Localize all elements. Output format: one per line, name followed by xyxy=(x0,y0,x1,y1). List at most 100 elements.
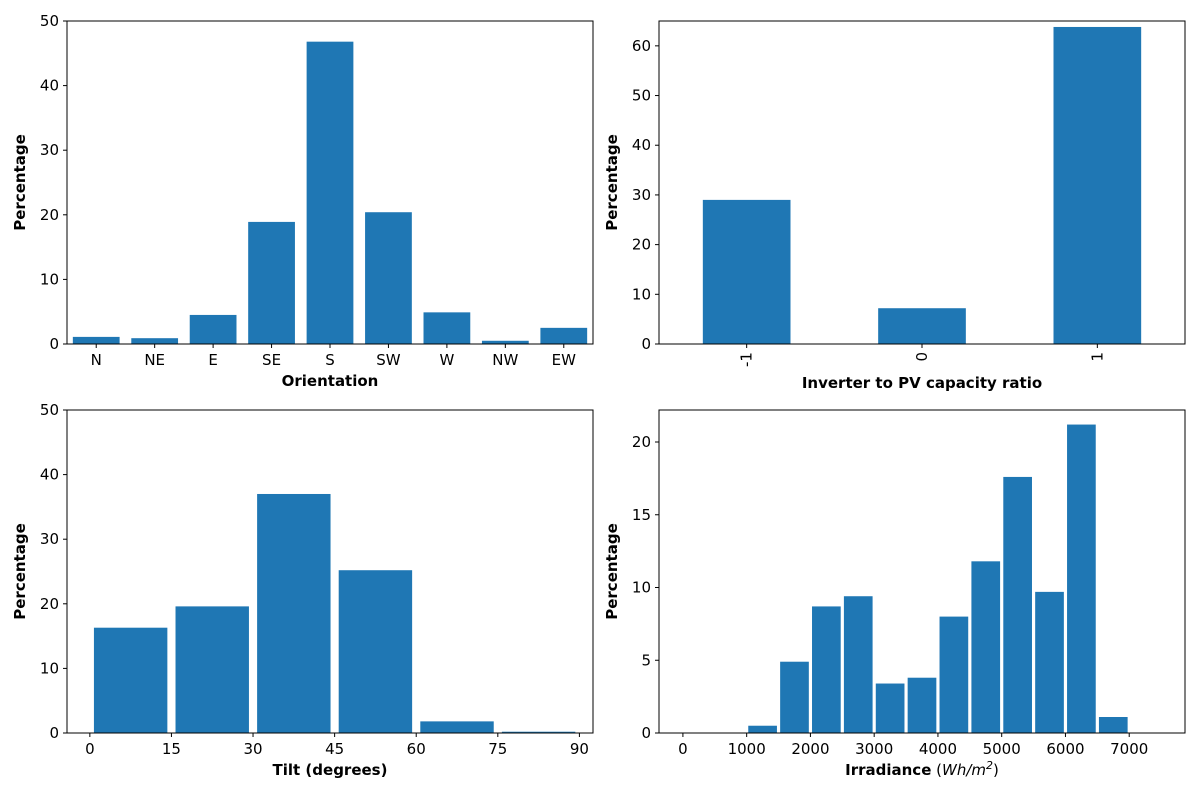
tilt-x-axis-label: Tilt (degrees) xyxy=(273,761,388,779)
orientation-x-tick-label-3: SE xyxy=(262,351,281,369)
irradiance-x-label-close-paren: ) xyxy=(993,761,999,779)
orientation-x-tick-label-2: E xyxy=(208,351,217,369)
orientation-bar-3 xyxy=(248,221,295,344)
orientation-y-tick-label-4: 40 xyxy=(40,77,59,95)
inverter-ratio-y-tick-label-0: 0 xyxy=(641,335,651,353)
orientation-y-tick-label-1: 10 xyxy=(40,270,59,288)
tilt-plot-frame xyxy=(66,409,594,734)
tilt-bar-1 xyxy=(175,606,249,733)
irradiance-y-tick-label-2: 10 xyxy=(632,579,651,597)
orientation-x-tick-label-7: NW xyxy=(492,351,518,369)
inverter-ratio-y-tick-label-4: 40 xyxy=(632,136,651,154)
tilt-x-tick-label-5: 75 xyxy=(488,740,507,758)
orientation-x-tick-label-6: W xyxy=(439,351,454,369)
inverter-ratio-x-axis-label: Inverter to PV capacity ratio xyxy=(802,374,1042,392)
irradiance-bar-7 xyxy=(907,677,937,733)
irradiance-x-tick-label-2: 2000 xyxy=(791,740,829,758)
inverter-ratio-y-tick-label-2: 20 xyxy=(632,236,651,254)
tilt-y-tick-label-1: 10 xyxy=(40,659,59,677)
tilt-y-tick-label-0: 0 xyxy=(49,724,59,742)
irradiance-x-tick-label-0: 0 xyxy=(678,740,688,758)
irradiance-y-tick-label-1: 5 xyxy=(641,651,651,669)
irradiance-y-tick-label-0: 0 xyxy=(641,724,651,742)
orientation-x-tick-label-1: NE xyxy=(144,351,165,369)
orientation-bar-0 xyxy=(72,336,120,344)
irradiance-plot-frame xyxy=(658,409,1186,734)
irradiance-x-tick-label-5: 5000 xyxy=(983,740,1021,758)
irradiance-bar-2 xyxy=(748,725,777,733)
inverter-ratio-y-tick-label-3: 30 xyxy=(632,186,651,204)
irradiance-bar-9 xyxy=(971,561,1001,733)
irradiance-x-label-exponent: 2 xyxy=(986,759,993,772)
orientation-y-tick-label-0: 0 xyxy=(49,335,59,353)
irradiance-x-tick-label-7: 7000 xyxy=(1110,740,1148,758)
orientation-x-tick-label-5: SW xyxy=(376,351,401,369)
irradiance-x-tick-label-4: 4000 xyxy=(919,740,957,758)
orientation-y-axis-label: Percentage xyxy=(11,134,29,231)
tilt-y-axis-label: Percentage xyxy=(11,523,29,620)
inverter-ratio-x-tick-label-2: 1 xyxy=(1088,352,1106,362)
orientation-x-tick-label-0: N xyxy=(91,351,102,369)
tilt-x-tick-label-3: 45 xyxy=(325,740,344,758)
orientation-bar-6 xyxy=(423,312,471,344)
inverter-ratio-x-tick-label-1: 0 xyxy=(913,352,931,362)
inverter-ratio-y-tick-label-6: 60 xyxy=(632,37,651,55)
irradiance-x-label-open-paren: ( xyxy=(931,761,942,779)
orientation-bar-4 xyxy=(306,41,354,345)
inverter-ratio-bar-0 xyxy=(702,199,791,344)
tilt-x-tick-label-1: 15 xyxy=(162,740,181,758)
orientation-y-tick-label-3: 30 xyxy=(40,141,59,159)
irradiance-bar-8 xyxy=(939,616,969,733)
tilt-bar-2 xyxy=(257,493,331,733)
tilt-bar-5 xyxy=(501,731,576,733)
tilt-y-tick-label-5: 50 xyxy=(40,401,59,419)
orientation-bar-7 xyxy=(481,340,529,344)
irradiance-y-axis-label: Percentage xyxy=(603,523,621,620)
tilt-x-tick-label-0: 0 xyxy=(85,740,95,758)
inverter-ratio-bar-2 xyxy=(1053,26,1142,345)
orientation-bar-5 xyxy=(365,212,412,344)
inverter-ratio-bar-1 xyxy=(878,308,966,344)
orientation-x-axis-label: Orientation xyxy=(282,372,379,390)
irradiance-bar-5 xyxy=(843,596,873,733)
tilt-bar-0 xyxy=(93,627,168,733)
irradiance-bar-12 xyxy=(1067,424,1096,733)
irradiance-x-label-unit: Wh/m xyxy=(942,761,986,779)
irradiance-bar-6 xyxy=(875,683,905,733)
irradiance-x-label-main: Irradiance xyxy=(845,761,931,779)
inverter-ratio-x-tick-label-0: -1 xyxy=(738,352,756,367)
irradiance-bar-3 xyxy=(780,661,809,733)
orientation-x-tick-label-4: S xyxy=(325,351,335,369)
orientation-bar-1 xyxy=(131,338,179,344)
irradiance-x-tick-label-3: 3000 xyxy=(855,740,893,758)
tilt-x-tick-label-4: 60 xyxy=(407,740,426,758)
orientation-chart: N NE E SE S SW W NW EW 0 10 20 30 40 50 Orientation Pe… xyxy=(11,12,594,390)
tilt-bar-4 xyxy=(420,721,494,733)
irradiance-bar-4 xyxy=(812,606,841,733)
tilt-y-tick-label-2: 20 xyxy=(40,595,59,613)
tilt-x-tick-label-6: 90 xyxy=(570,740,589,758)
irradiance-y-tick-label-4: 20 xyxy=(632,433,651,451)
orientation-bar-2 xyxy=(189,314,237,344)
tilt-bar-3 xyxy=(338,570,413,733)
irradiance-x-axis-label: Irradiance (Wh/m2) xyxy=(845,759,999,779)
irradiance-x-tick-label-6: 6000 xyxy=(1046,740,1084,758)
tilt-y-tick-label-4: 40 xyxy=(40,466,59,484)
orientation-y-tick-label-2: 20 xyxy=(40,206,59,224)
orientation-bar-8 xyxy=(540,327,588,344)
irradiance-bar-11 xyxy=(1035,591,1064,733)
tilt-y-tick-label-3: 30 xyxy=(40,530,59,548)
irradiance-bar-10 xyxy=(1003,476,1032,733)
irradiance-x-tick-label-1: 1000 xyxy=(728,740,766,758)
inverter-ratio-y-axis-label: Percentage xyxy=(603,134,621,231)
inverter-ratio-y-tick-label-1: 10 xyxy=(632,285,651,303)
irradiance-y-tick-label-3: 15 xyxy=(632,506,651,524)
inverter-ratio-y-tick-label-5: 50 xyxy=(632,87,651,105)
irradiance-chart: 0 1000 2000 3000 4000 5000 6000 7000 0 5 10 15 20 Ir… xyxy=(603,409,1186,779)
tilt-x-tick-label-2: 30 xyxy=(243,740,262,758)
orientation-x-tick-label-8: EW xyxy=(552,351,576,369)
irradiance-bar-13 xyxy=(1098,717,1128,733)
